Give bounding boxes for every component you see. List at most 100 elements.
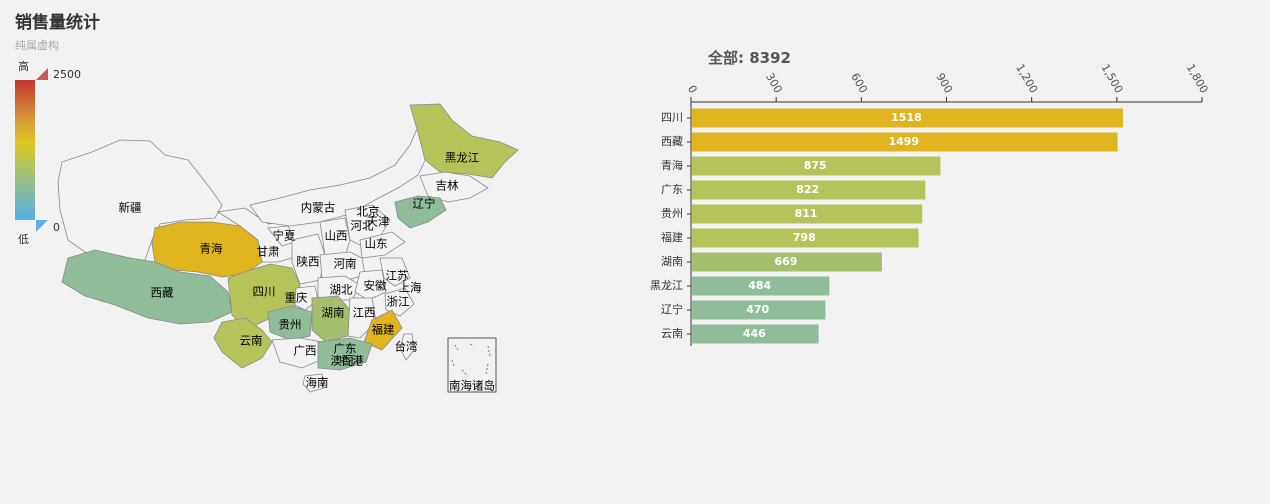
map-label-shaanxi: 陕西 [297,255,320,269]
map-label-hubei: 湖北 [330,283,353,297]
map-label-chongqing: 重庆 [285,291,308,305]
map-label-hainan: 海南 [306,376,329,390]
bar[interactable] [692,252,882,272]
map-label-liaoning: 辽宁 [413,197,436,211]
category-label: 广东 [661,183,683,196]
map-label-guangdong: 广东 [334,342,357,356]
category-label: 西藏 [661,135,683,148]
map-label-shanxi: 山西 [325,229,348,243]
map-label-jiangsu: 江苏 [386,269,409,283]
region-fujian[interactable] [363,309,403,351]
map-label-hebei: 河北 [351,219,374,233]
region-anhui[interactable] [354,269,387,301]
nanhai-islands-icon [451,343,491,377]
region-shanxi[interactable] [319,217,351,257]
region-zhejiang[interactable] [384,287,415,317]
category-label: 福建 [661,230,683,244]
map-label-aomen: 澳门 [331,354,354,368]
bar[interactable] [692,204,923,224]
map-label-xinjiang: 新疆 [119,201,142,215]
map-label-yunnan: 云南 [240,334,263,348]
chart-subtitle: 纯属虚构 [15,39,59,52]
category-label: 四川 [661,111,683,124]
visual-map-max: 2500 [53,68,81,81]
category-label: 青海 [661,158,683,172]
map-label-henan: 河南 [334,257,357,271]
visual-map-low-label: 低 [18,233,29,246]
category-label: 辽宁 [661,302,683,316]
bar[interactable] [692,108,1123,128]
x-tick-label: 1,800 [1184,62,1211,96]
region-taiwan[interactable] [399,333,415,361]
bar-value-label: 1499 [888,135,919,148]
region-yunnan[interactable] [213,317,273,369]
visual-map-max-handle[interactable] [36,68,48,80]
bar-value-label: 822 [796,183,819,196]
map-label-guizhou: 贵州 [279,318,302,332]
region-liaoning[interactable] [394,195,447,229]
map-label-nanhai: 南海诸岛 [449,379,495,393]
map-label-anhui: 安徽 [364,279,387,293]
bar[interactable] [692,228,919,248]
bar[interactable] [692,324,819,344]
map-label-ningxia: 宁夏 [273,229,296,243]
map-label-shandong: 山东 [365,237,388,251]
bar-value-label: 875 [804,159,827,172]
x-tick-label: 1,500 [1098,62,1125,96]
category-label: 贵州 [661,207,683,220]
map-label-sichuan: 四川 [253,285,276,299]
region-nanhai-box[interactable] [447,337,497,393]
bar[interactable] [692,180,926,200]
map-label-neimenggu: 内蒙古 [301,201,336,215]
bar-plot: 四川 1518 西藏 1499 青海 875 广东 822 贵州 811 福建 798 湖南 669 黑龙江… [650,108,1123,344]
bar[interactable] [692,156,941,176]
category-label: 湖南 [661,255,683,268]
map-label-jilin: 吉林 [436,179,459,193]
map-label-zhejiang: 浙江 [387,295,410,309]
bar-chart-title: 全部: 8392 [707,49,791,67]
region-shandong[interactable] [359,231,406,259]
x-tick-label: 1,200 [1013,62,1040,96]
map-label-taiwan: 台湾 [395,340,418,354]
visual-map-min-handle[interactable] [36,220,48,232]
bar-value-label: 811 [795,207,818,220]
region-xinjiang[interactable] [57,139,223,263]
visual-map-gradient [15,80,35,220]
category-label: 黑龙江 [650,279,683,292]
visual-map-min: 0 [53,221,60,234]
bar-value-label: 484 [748,279,771,292]
map-label-fujian: 福建 [372,323,395,337]
region-heilongjiang[interactable] [409,103,519,179]
visual-map-high-label: 高 [18,60,29,73]
region-guangdong[interactable] [317,337,373,371]
map-label-gansu: 甘肃 [257,245,280,259]
map-label-beijing: 北京 [357,205,380,219]
bar-value-label: 1518 [891,111,922,124]
bar[interactable] [692,300,826,320]
x-tick-label: 300 [763,71,785,96]
region-guizhou[interactable] [267,305,313,341]
bar[interactable] [692,276,830,296]
bar-value-label: 669 [774,255,797,268]
map-label-xizang: 西藏 [151,286,174,300]
china-map: 新疆 西藏 青海 甘肃 内蒙古 黑龙江 吉林 辽宁 宁夏 陕西 山西 河北 北京… [57,103,519,393]
region-hainan[interactable] [302,373,325,393]
bar-value-label: 470 [746,303,769,316]
region-jiangsu[interactable] [379,257,411,287]
map-label-heilongjiang: 黑龙江 [445,151,480,165]
bar-value-label: 446 [743,327,766,340]
chart-title: 销售量统计 [15,13,100,33]
x-tick-label: 600 [848,71,870,96]
map-label-xianggang: 香港 [341,354,364,368]
map-label-qinghai: 青海 [200,242,223,256]
x-tick-label: 900 [933,71,955,96]
bar[interactable] [692,132,1118,152]
map-label-hunan: 湖南 [322,306,345,320]
map-label-tianjin: 天津 [367,215,390,229]
category-label: 云南 [661,327,683,340]
map-label-jiangxi: 江西 [353,306,376,320]
map-label-guangxi: 广西 [294,344,317,358]
bar-value-label: 798 [793,231,816,244]
bar-chart: 全部: 8392 0 300 600 900 1,200 1,500 1,800 四川 151… [650,49,1211,346]
map-label-shanghai: 上海 [399,281,422,295]
